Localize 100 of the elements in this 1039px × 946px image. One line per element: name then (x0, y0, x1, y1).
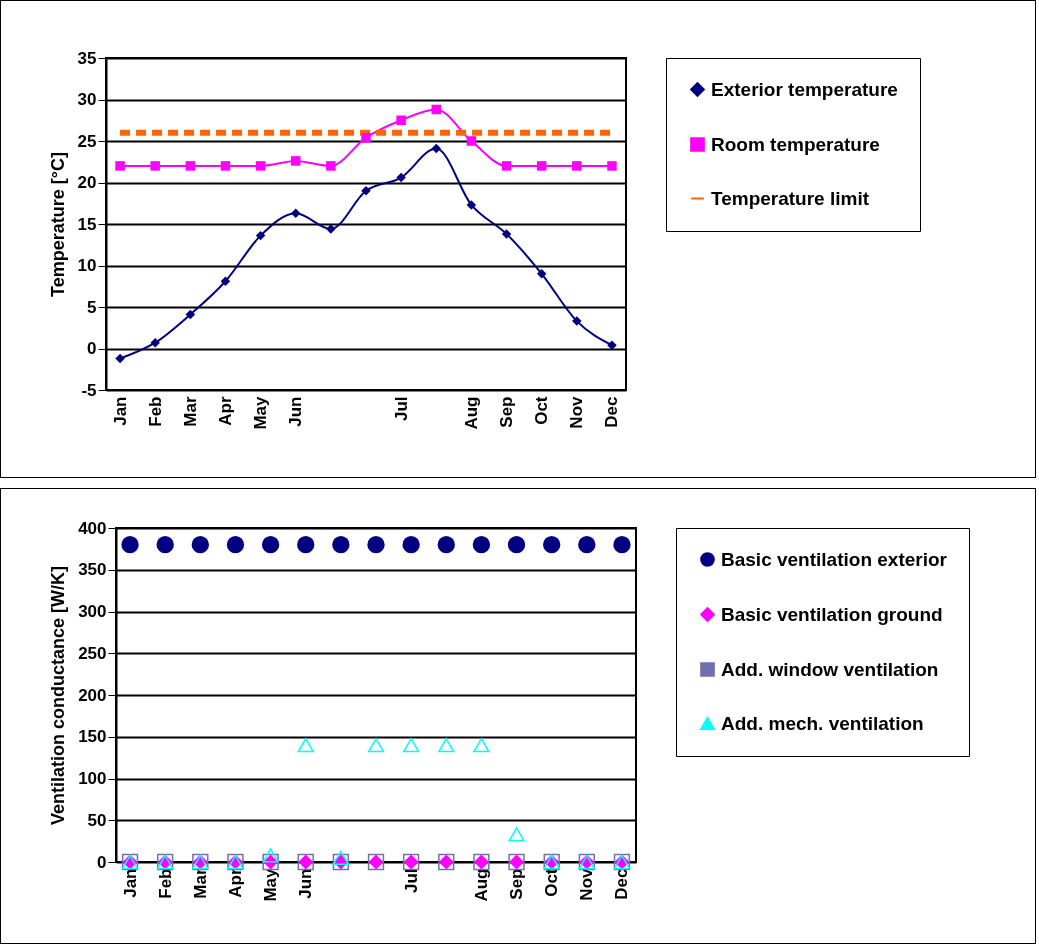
y-tick-label: 150 (78, 727, 107, 747)
x-tick-label: Jun (296, 868, 316, 899)
point (613, 536, 631, 554)
legend-label: Add. mech. ventilation (721, 712, 924, 734)
point (326, 161, 336, 171)
point (156, 536, 174, 554)
y-tick-label: 30 (77, 90, 97, 109)
point (220, 161, 231, 171)
x-tick-label: Nov (567, 395, 587, 429)
y-tick-label: 350 (78, 560, 107, 580)
point (115, 161, 125, 171)
point (402, 737, 420, 753)
y-axis-title: Temperature [°C] (47, 152, 68, 297)
point (501, 161, 512, 171)
point (472, 536, 491, 554)
x-tick-label: Feb (145, 396, 165, 427)
y-tick-label: 15 (77, 214, 97, 234)
point (255, 161, 266, 171)
y-tick-label: 35 (77, 48, 97, 68)
legend-label: Room temperature (711, 133, 880, 155)
x-tick-label: Sep (497, 396, 517, 428)
point (578, 536, 596, 554)
point (466, 136, 477, 146)
y-tick-label: 5 (87, 297, 97, 317)
x-tick-label: Sep (507, 868, 527, 900)
x-tick-label: May (251, 395, 271, 430)
point (297, 536, 315, 554)
x-tick-label: Nov (577, 867, 597, 901)
point (438, 737, 455, 753)
point (361, 132, 371, 143)
point (191, 536, 209, 554)
point (261, 536, 280, 554)
point (396, 172, 406, 183)
point (290, 208, 301, 218)
y-tick-label: 0 (97, 852, 107, 872)
x-tick-label: Jan (120, 868, 140, 898)
point (402, 536, 420, 554)
point (507, 536, 526, 554)
legend-label: Temperature limit (711, 187, 870, 209)
x-tick-label: Feb (155, 868, 175, 899)
point (150, 161, 160, 171)
point (508, 827, 525, 842)
x-tick-label: Aug (461, 396, 481, 430)
x-tick-label: Apr (225, 868, 245, 898)
y-tick-label: 100 (78, 769, 107, 788)
x-tick-label: Apr (215, 396, 235, 426)
point (262, 848, 279, 863)
legend-label: Add. window ventilation (721, 658, 939, 680)
point (290, 156, 301, 166)
y-tick-label: 200 (78, 685, 107, 705)
point (115, 353, 125, 364)
x-tick-label: Aug (471, 868, 491, 902)
x-tick-label: Jun (286, 396, 306, 427)
point (367, 536, 385, 554)
y-tick-label: 400 (78, 518, 107, 538)
legend-label: Basic ventilation ground (721, 603, 943, 625)
point (607, 161, 617, 171)
y-axis-title: Ventilation conductance [W/K] (48, 565, 69, 826)
x-tick-label: Mar (180, 396, 200, 427)
x-tick-label: Dec (602, 396, 622, 428)
x-tick-label: Jan (110, 396, 130, 426)
point (543, 536, 561, 554)
point (431, 104, 442, 115)
x-tick-label: Jul (391, 396, 411, 422)
point (473, 737, 490, 753)
point (466, 200, 477, 210)
point (437, 536, 455, 554)
y-tick-label: 0 (87, 339, 97, 358)
x-tick-label: Oct (542, 868, 562, 897)
point (255, 230, 266, 241)
y-tick-label: 25 (77, 131, 97, 151)
y-tick-label: -5 (81, 380, 97, 400)
point (150, 337, 160, 348)
point (396, 115, 406, 125)
point (226, 536, 245, 554)
y-tick-label: 250 (78, 643, 107, 663)
legend-label: Basic ventilation exterior (721, 548, 948, 570)
point (185, 309, 196, 320)
point (332, 536, 350, 554)
x-tick-label: Mar (190, 868, 210, 899)
point (367, 737, 385, 753)
legend-label: Exterior temperature (711, 78, 898, 100)
point (185, 161, 196, 171)
y-tick-label: 300 (78, 602, 107, 621)
y-tick-label: 10 (77, 256, 97, 275)
point (572, 316, 582, 326)
x-tick-label: May (261, 867, 281, 902)
point (332, 850, 350, 865)
point (501, 229, 512, 239)
point (220, 276, 231, 287)
point (297, 737, 314, 753)
y-tick-label: 20 (77, 173, 97, 192)
y-tick-label: 50 (87, 810, 107, 830)
x-tick-label: Dec (612, 868, 632, 900)
point (536, 161, 547, 171)
point (431, 143, 442, 154)
point (121, 536, 139, 554)
point (536, 269, 547, 279)
x-tick-label: Jul (401, 868, 421, 894)
point (572, 161, 582, 171)
